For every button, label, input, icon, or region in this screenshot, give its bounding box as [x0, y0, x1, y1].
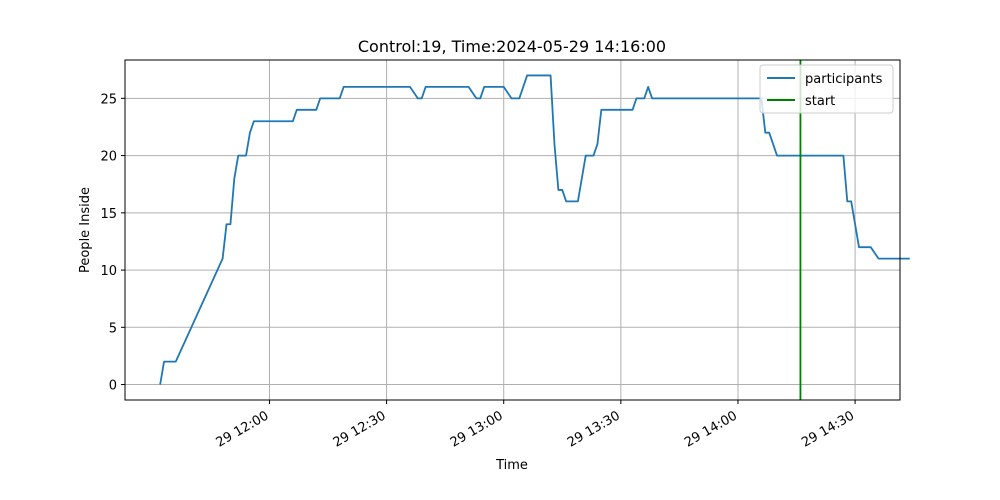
grid-lines: [125, 60, 900, 400]
x-axis-ticks: 29 12:00 29 12:30 29 13:00 29 13:30 29 14:00…: [214, 400, 857, 451]
y-tick-label: 5: [109, 321, 117, 336]
series-line-participants: [159, 74, 910, 385]
legend: participants start: [759, 64, 894, 114]
x-tick-label: 29 12:00: [214, 408, 272, 450]
x-tick-label: 29 14:00: [682, 408, 740, 450]
y-axis-label: People Inside: [78, 187, 93, 273]
legend-participants-label: participants: [805, 72, 883, 87]
y-tick-label: 15: [100, 207, 117, 222]
y-tick-label: 20: [100, 150, 117, 165]
x-tick-label: 29 14:30: [799, 408, 857, 450]
x-tick-label: 29 12:30: [331, 408, 389, 450]
legend-start-label: start: [805, 94, 835, 109]
x-tick-label: 29 13:00: [448, 408, 506, 450]
y-axis-ticks: 0 5 10 15 20 25: [100, 92, 125, 394]
plot-area: [159, 60, 910, 400]
y-tick-label: 0: [109, 379, 117, 394]
y-tick-label: 10: [100, 264, 117, 279]
x-tick-label: 29 13:30: [565, 408, 623, 450]
x-axis-label: Time: [495, 458, 528, 473]
axes-frame: [124, 59, 901, 401]
chart-title: Control:19, Time:2024-05-29 14:16:00: [358, 37, 666, 56]
y-tick-label: 25: [100, 92, 117, 107]
